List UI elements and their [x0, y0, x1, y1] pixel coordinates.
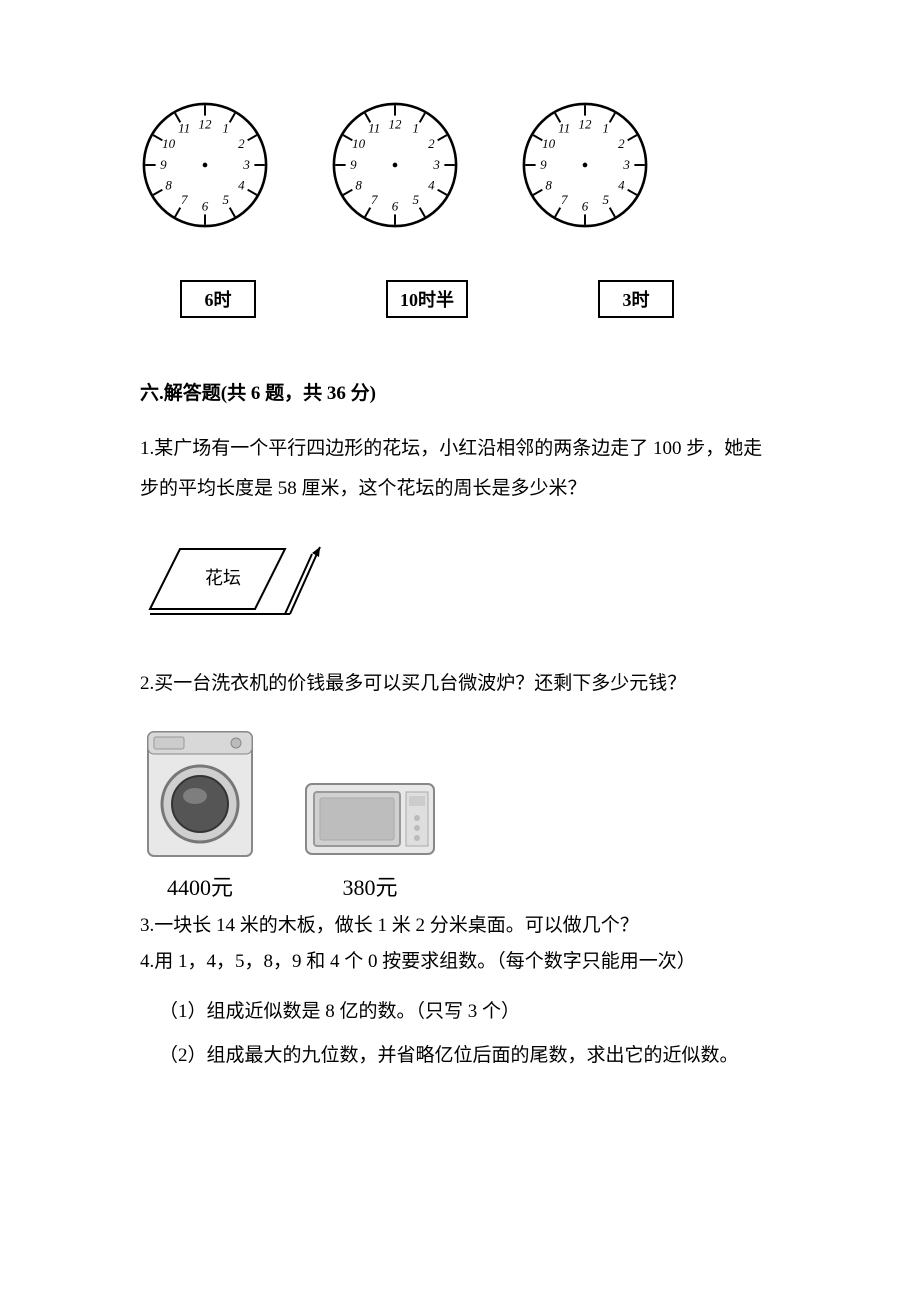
time-boxes-row: 6时 10时半 3时	[140, 280, 780, 318]
svg-text:10: 10	[352, 136, 366, 151]
svg-text:11: 11	[368, 121, 380, 136]
svg-text:12: 12	[389, 117, 403, 132]
svg-text:10: 10	[542, 136, 556, 151]
svg-text:4: 4	[618, 178, 625, 193]
question-4-2: （2）组成最大的九位数，并省略亿位后面的尾数，求出它的近似数。	[140, 1036, 780, 1076]
clock-face-icon: 12 1 2 3 4 5 6 7 8 9 10 11	[520, 100, 650, 230]
clocks-row: 12 1 2 3 4 5 6 7 8 9 10 11	[140, 100, 780, 230]
svg-text:9: 9	[160, 157, 167, 172]
clock-face-icon: 12 1 2 3 4 5 6 7 8 9 10 11	[330, 100, 460, 230]
clock-2: 12 1 2 3 4 5 6 7 8 9 10 11	[330, 100, 460, 230]
svg-text:4: 4	[238, 178, 245, 193]
microwave-price: 380元	[342, 870, 397, 902]
question-4-1: （1）组成近似数是 8 亿的数。（只写 3 个）	[140, 992, 780, 1032]
flowerbed-label: 花坛	[205, 568, 241, 588]
svg-text:2: 2	[618, 136, 625, 151]
section-6-title: 六.解答题(共 6 题，共 36 分)	[140, 378, 780, 405]
time-box-2: 10时半	[386, 280, 468, 318]
microwave: 380元	[300, 774, 440, 902]
svg-text:7: 7	[181, 192, 188, 207]
washer-price: 4400元	[167, 870, 233, 902]
svg-text:6: 6	[582, 199, 589, 214]
svg-text:7: 7	[561, 192, 568, 207]
svg-text:6: 6	[202, 199, 209, 214]
question-3: 3.一块长 14 米的木板，做长 1 米 2 分米桌面。可以做几个？	[140, 912, 780, 941]
time-box-1: 6时	[180, 280, 256, 318]
svg-text:5: 5	[413, 192, 420, 207]
question-1: 1.某广场有一个平行四边形的花坛，小红沿相邻的两条边走了 100 步，她走步的平…	[140, 429, 780, 509]
svg-text:8: 8	[545, 178, 552, 193]
clock-face-icon: 12 1 2 3 4 5 6 7 8 9 10 11	[140, 100, 270, 230]
svg-text:1: 1	[413, 121, 420, 136]
svg-text:9: 9	[350, 157, 357, 172]
svg-text:6: 6	[392, 199, 399, 214]
svg-text:10: 10	[162, 136, 176, 151]
flowerbed-diagram: 花坛	[140, 529, 780, 634]
svg-text:2: 2	[428, 136, 435, 151]
svg-text:5: 5	[603, 192, 610, 207]
clock-1: 12 1 2 3 4 5 6 7 8 9 10 11	[140, 100, 270, 230]
question-2: 2.买一台洗衣机的价钱最多可以买几台微波炉？还剩下多少元钱？	[140, 664, 780, 704]
svg-text:11: 11	[558, 121, 570, 136]
svg-text:8: 8	[355, 178, 362, 193]
svg-text:1: 1	[223, 121, 230, 136]
svg-text:5: 5	[223, 192, 230, 207]
worksheet-page: 12 1 2 3 4 5 6 7 8 9 10 11	[0, 0, 920, 1302]
svg-text:9: 9	[540, 157, 547, 172]
microwave-icon	[300, 774, 440, 864]
svg-text:4: 4	[428, 178, 435, 193]
svg-text:11: 11	[178, 121, 190, 136]
svg-text:3: 3	[242, 157, 250, 172]
question-4: 4.用 1，4，5，8，9 和 4 个 0 按要求组数。（每个数字只能用一次）	[140, 942, 780, 982]
washing-machine-icon	[140, 724, 260, 864]
washer: 4400元	[140, 724, 260, 902]
time-box-3: 3时	[598, 280, 674, 318]
svg-text:12: 12	[579, 117, 593, 132]
svg-text:3: 3	[432, 157, 440, 172]
parallelogram-icon: 花坛	[140, 529, 340, 629]
appliances-row: 4400元 380元	[140, 724, 780, 902]
clock-3: 12 1 2 3 4 5 6 7 8 9 10 11	[520, 100, 650, 230]
svg-text:1: 1	[603, 121, 610, 136]
svg-text:12: 12	[199, 117, 213, 132]
svg-text:8: 8	[165, 178, 172, 193]
svg-text:3: 3	[622, 157, 630, 172]
svg-text:2: 2	[238, 136, 245, 151]
svg-text:7: 7	[371, 192, 378, 207]
